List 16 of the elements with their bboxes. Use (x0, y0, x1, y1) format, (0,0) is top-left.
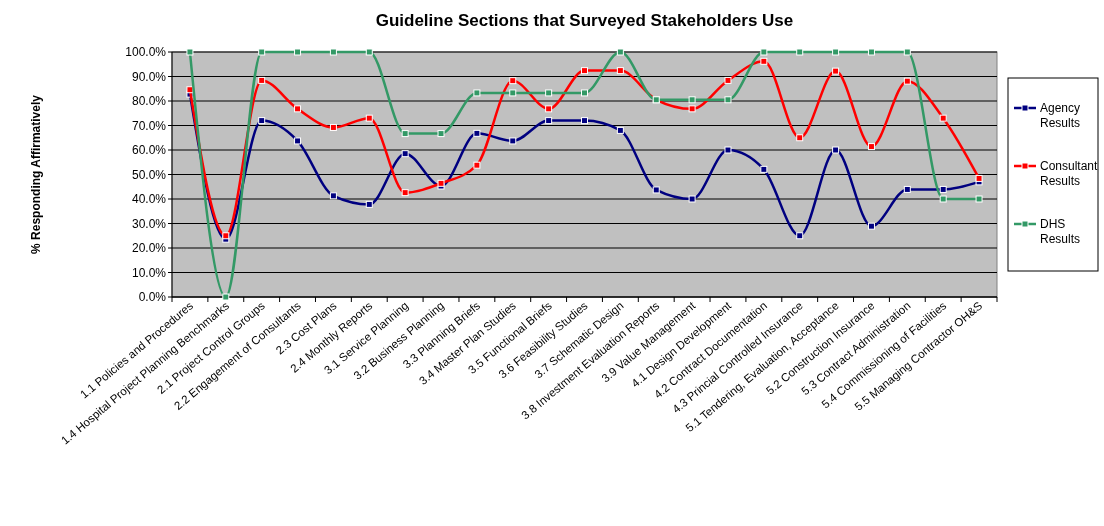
y-tick-label: 50.0% (131, 167, 167, 182)
y-tick-label: 100.0% (125, 45, 167, 60)
y-axis-title: % Responding Affirmatively (29, 94, 43, 254)
y-tick-label: 30.0% (131, 216, 167, 231)
y-tick-label: 90.0% (131, 69, 167, 84)
legend-label: Agency Results (1040, 101, 1081, 130)
y-tick-label: 40.0% (131, 192, 167, 207)
chart-title: Guideline Sections that Surveyed Stakeholders Use (375, 11, 794, 30)
y-tick-label: 70.0% (131, 118, 167, 133)
y-tick-label: 10.0% (131, 265, 167, 280)
legend-label: Consultant Results (1040, 159, 1099, 188)
y-tick-label: 80.0% (131, 94, 167, 109)
legend-label: DHS Results (1040, 217, 1081, 246)
y-tick-label: 60.0% (131, 143, 167, 158)
y-tick-label: 0.0% (138, 290, 167, 305)
y-tick-label: 20.0% (131, 241, 167, 256)
